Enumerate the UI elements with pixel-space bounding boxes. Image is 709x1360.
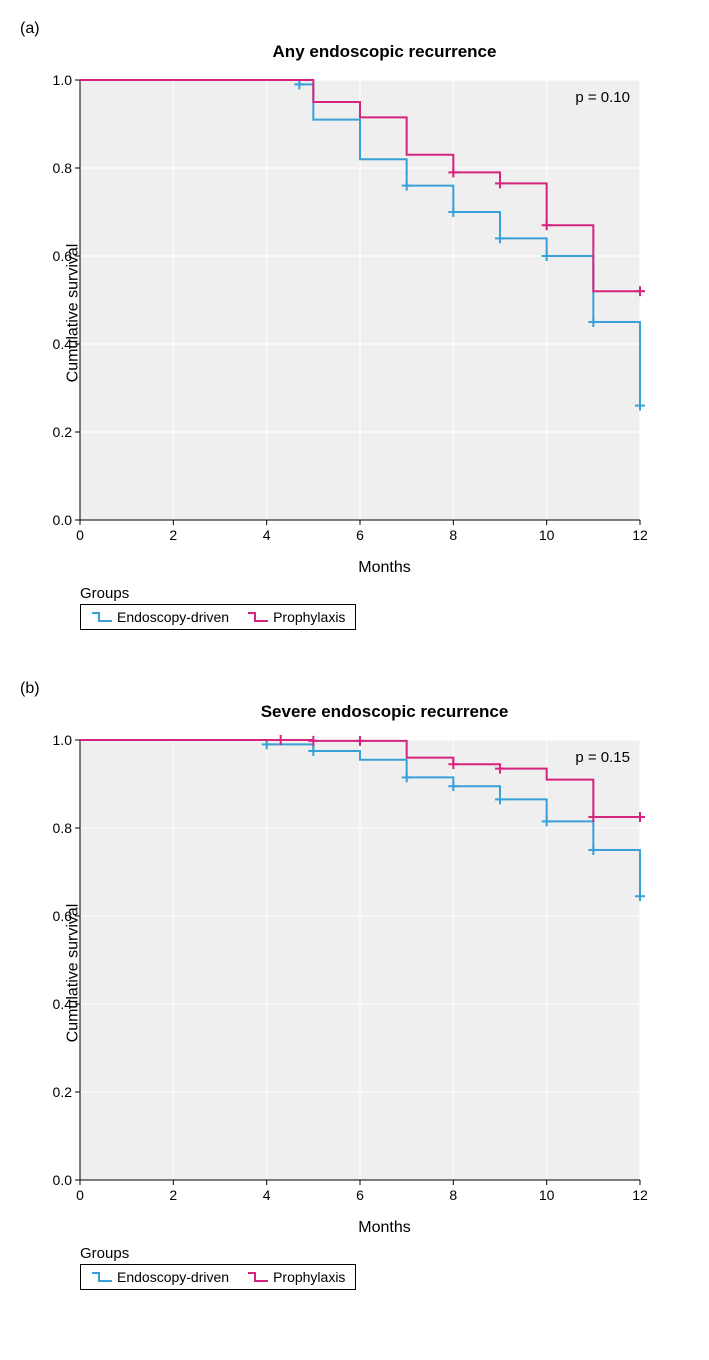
svg-text:2: 2 (169, 1187, 177, 1203)
panel-a-legend-title: Groups (80, 585, 689, 602)
legend-step-icon (91, 610, 113, 624)
panel-a-ylabel: Cumulative survival (64, 243, 82, 382)
svg-text:4: 4 (263, 527, 271, 543)
svg-text:0.2: 0.2 (53, 1084, 73, 1100)
panel-a-title: Any endoscopic recurrence (80, 42, 689, 62)
svg-text:6: 6 (356, 527, 364, 543)
svg-text:0.2: 0.2 (53, 424, 73, 440)
svg-text:0.0: 0.0 (53, 1172, 73, 1188)
svg-text:4: 4 (263, 1187, 271, 1203)
svg-text:12: 12 (632, 527, 648, 543)
legend-label: Prophylaxis (273, 1269, 345, 1285)
panel-a-legend: Endoscopy-driven Prophylaxis (80, 604, 356, 630)
legend-step-icon (91, 1270, 113, 1284)
legend-label: Endoscopy-driven (117, 609, 229, 625)
svg-text:0.0: 0.0 (53, 512, 73, 528)
svg-text:1.0: 1.0 (53, 732, 73, 748)
svg-text:2: 2 (169, 527, 177, 543)
svg-text:6: 6 (356, 1187, 364, 1203)
panel-b: (b) Severe endoscopic recurrence Cumulat… (20, 680, 689, 1290)
legend-step-icon (247, 1270, 269, 1284)
svg-text:p = 0.15: p = 0.15 (575, 749, 630, 766)
svg-text:12: 12 (632, 1187, 648, 1203)
svg-text:p = 0.10: p = 0.10 (575, 89, 630, 106)
legend-label: Endoscopy-driven (117, 1269, 229, 1285)
svg-text:8: 8 (449, 1187, 457, 1203)
legend-item: Endoscopy-driven (91, 1269, 229, 1285)
panel-b-label: (b) (20, 680, 689, 698)
panel-b-chart: 0246810120.00.20.40.60.81.0p = 0.15 (20, 730, 689, 1215)
svg-text:10: 10 (539, 1187, 555, 1203)
panel-a: (a) Any endoscopic recurrence Cumulative… (20, 20, 689, 630)
legend-item: Prophylaxis (247, 1269, 345, 1285)
svg-text:0: 0 (76, 1187, 84, 1203)
panel-b-xlabel: Months (80, 1219, 689, 1237)
panel-b-ylabel: Cumulative survival (64, 903, 82, 1042)
svg-text:8: 8 (449, 527, 457, 543)
legend-label: Prophylaxis (273, 609, 345, 625)
panel-a-xlabel: Months (80, 559, 689, 577)
svg-text:0.8: 0.8 (53, 160, 73, 176)
panel-b-chart-wrap: Cumulative survival 0246810120.00.20.40.… (20, 730, 689, 1215)
panel-b-title: Severe endoscopic recurrence (80, 702, 689, 722)
svg-text:1.0: 1.0 (53, 72, 73, 88)
legend-item: Endoscopy-driven (91, 609, 229, 625)
legend-step-icon (247, 610, 269, 624)
panel-b-legend: Endoscopy-driven Prophylaxis (80, 1264, 356, 1290)
panel-a-chart-wrap: Cumulative survival 0246810120.00.20.40.… (20, 70, 689, 555)
panel-a-chart: 0246810120.00.20.40.60.81.0p = 0.10 (20, 70, 689, 555)
svg-text:10: 10 (539, 527, 555, 543)
svg-text:0: 0 (76, 527, 84, 543)
svg-text:0.8: 0.8 (53, 820, 73, 836)
panel-b-legend-title: Groups (80, 1245, 689, 1262)
legend-item: Prophylaxis (247, 609, 345, 625)
panel-a-label: (a) (20, 20, 689, 38)
